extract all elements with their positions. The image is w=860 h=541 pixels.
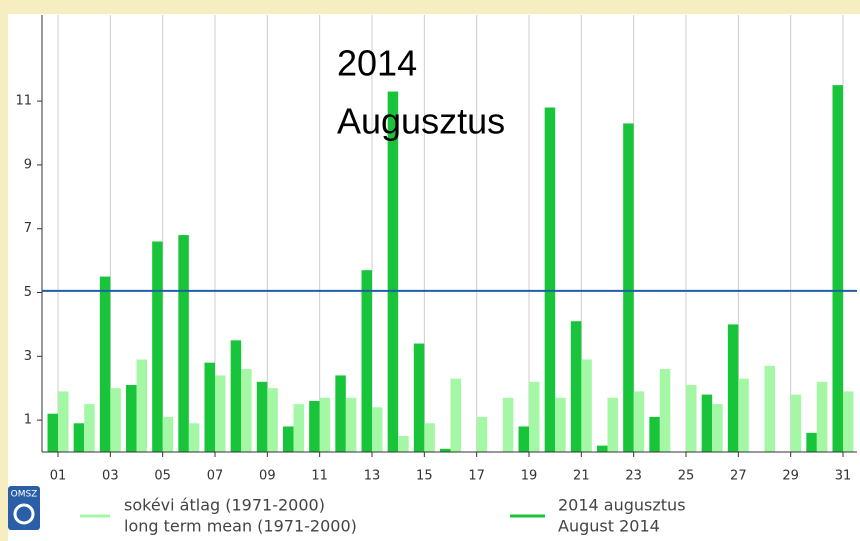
bar (47, 413, 58, 452)
y-tick-label: 7 (24, 221, 32, 236)
bar (450, 378, 461, 452)
x-tick-label: 29 (782, 469, 799, 484)
bar (230, 340, 242, 452)
bar (345, 397, 357, 452)
background (8, 14, 860, 541)
x-tick-label: 31 (835, 469, 852, 484)
bar (73, 423, 85, 452)
x-tick-label: 09 (259, 469, 276, 484)
x-tick-label: 19 (521, 469, 538, 484)
y-tick-label: 9 (24, 157, 32, 172)
bar (607, 397, 618, 452)
bar (162, 416, 174, 452)
legend-label: August 2014 (558, 517, 660, 536)
bar (832, 85, 843, 453)
bar (633, 391, 645, 452)
bar (413, 343, 425, 452)
bar (529, 381, 540, 452)
bar (215, 375, 226, 452)
bar (738, 378, 749, 452)
bar (267, 388, 278, 452)
x-tick-label: 27 (730, 469, 747, 484)
bar (502, 397, 514, 452)
y-tick-label: 3 (24, 349, 32, 364)
chart-title: Augusztus (337, 101, 505, 142)
bar (701, 394, 713, 452)
bar (152, 241, 163, 452)
bar (372, 407, 383, 452)
y-tick-label: 1 (24, 413, 32, 428)
y-tick-label: 11 (15, 94, 32, 109)
bar (58, 391, 69, 452)
bar (649, 416, 660, 452)
bar (361, 270, 372, 452)
bar (806, 432, 817, 452)
x-tick-label: 25 (678, 469, 695, 484)
bar (764, 365, 775, 452)
bar (518, 426, 529, 452)
bar (398, 436, 409, 452)
bar (440, 448, 451, 452)
bar (188, 423, 200, 452)
bar (843, 391, 854, 452)
x-tick-label: 21 (573, 469, 590, 484)
bar (241, 369, 252, 452)
legend-label: 2014 augusztus (558, 496, 686, 515)
logo-icon (13, 503, 35, 525)
bar (178, 235, 189, 452)
logo-text: OMSZ (11, 490, 38, 500)
logo: OMSZ (8, 486, 40, 530)
bar (424, 423, 435, 452)
x-tick-label: 03 (102, 469, 119, 484)
bar (659, 369, 671, 452)
legend-label: sokévi átlag (1971-2000) (124, 496, 325, 515)
bar (387, 91, 399, 452)
bar (555, 397, 566, 452)
legend-label: long term mean (1971-2000) (124, 517, 357, 536)
bar (84, 404, 95, 452)
bar (727, 324, 739, 452)
bar (544, 107, 556, 452)
bar (790, 394, 802, 452)
y-tick-label: 5 (24, 285, 32, 300)
x-tick-label: 07 (207, 469, 224, 484)
x-tick-label: 15 (416, 469, 433, 484)
bar (319, 397, 331, 452)
bar (335, 375, 346, 452)
x-tick-label: 23 (625, 469, 642, 484)
bar (581, 359, 592, 452)
bar (309, 400, 320, 452)
bar (283, 426, 294, 452)
bar (293, 404, 304, 452)
bar (686, 385, 697, 452)
bar (204, 362, 215, 452)
bar (136, 359, 147, 452)
bar (570, 321, 582, 452)
bar (99, 276, 111, 452)
bar (816, 381, 828, 452)
x-tick-label: 11 (311, 469, 328, 484)
x-tick-label: 05 (154, 469, 171, 484)
x-tick-label: 13 (364, 469, 381, 484)
bar (110, 388, 121, 452)
bar (712, 404, 723, 452)
bar (597, 445, 608, 452)
bar (256, 381, 268, 452)
bar (126, 385, 137, 452)
x-tick-label: 17 (468, 469, 485, 484)
chart-title: 2014 (337, 43, 417, 84)
x-tick-label: 01 (50, 469, 67, 484)
bar (623, 123, 634, 453)
bar (476, 416, 488, 452)
